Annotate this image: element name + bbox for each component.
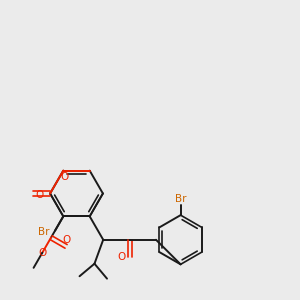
Text: O: O	[62, 235, 70, 245]
Text: O: O	[35, 190, 44, 200]
Text: O: O	[38, 248, 46, 258]
Text: O: O	[61, 172, 69, 182]
Text: Br: Br	[175, 194, 186, 204]
Text: Br: Br	[38, 227, 50, 237]
Text: O: O	[117, 252, 125, 262]
